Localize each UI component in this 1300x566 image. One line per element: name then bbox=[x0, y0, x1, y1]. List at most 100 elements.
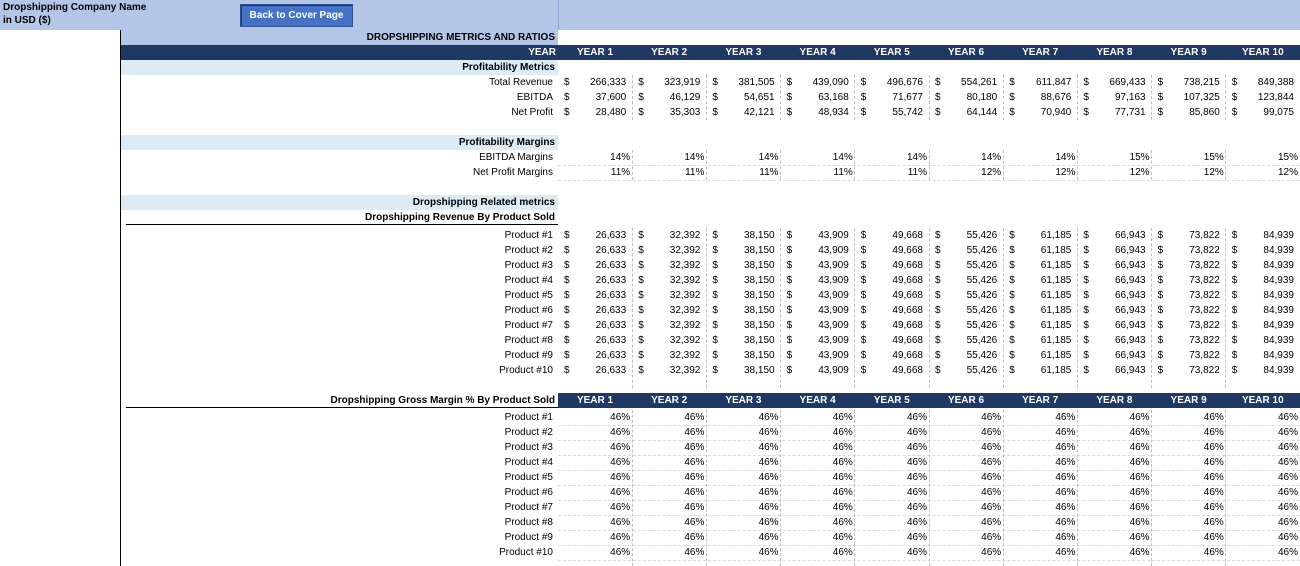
cell-value: 12% bbox=[981, 167, 1002, 178]
cell-value: 32,392 bbox=[669, 365, 701, 376]
year-column-header: YEAR 6 bbox=[947, 47, 985, 58]
cell-value: 46% bbox=[1055, 547, 1076, 558]
cell-value: 14% bbox=[981, 152, 1002, 163]
profitability-margins-title: Profitability Margins bbox=[121, 135, 558, 150]
column-divider bbox=[1002, 150, 1004, 180]
currency-symbol: $ bbox=[1231, 350, 1238, 361]
cell-value: 66,943 bbox=[1114, 335, 1146, 346]
currency-symbol: $ bbox=[712, 365, 718, 376]
year-column-header: YEAR 10 bbox=[1241, 47, 1284, 58]
cell-value: 439,090 bbox=[812, 77, 849, 88]
currency-symbol: $ bbox=[712, 305, 718, 316]
currency-symbol: $ bbox=[935, 320, 941, 331]
cell-value: 46% bbox=[906, 547, 927, 558]
year-column-header: YEAR 7 bbox=[1022, 47, 1059, 58]
cell-value: 46% bbox=[1129, 442, 1150, 453]
cell-value: 84,939 bbox=[1263, 275, 1294, 286]
currency-symbol: $ bbox=[638, 77, 644, 88]
cell-value: 71,677 bbox=[892, 92, 923, 103]
cell-value: 46% bbox=[610, 547, 631, 558]
cell-value: 611,847 bbox=[1035, 77, 1072, 88]
currency-symbol: $ bbox=[1231, 230, 1238, 241]
row-label: Product #5 bbox=[504, 290, 553, 301]
cell-value: 46% bbox=[758, 442, 779, 453]
cell-value: 46% bbox=[610, 412, 631, 423]
row-label: Product #4 bbox=[504, 275, 553, 286]
currency-symbol: $ bbox=[712, 245, 718, 256]
column-divider bbox=[780, 228, 782, 388]
currency-symbol: $ bbox=[935, 305, 941, 316]
currency-symbol: $ bbox=[564, 275, 570, 286]
column-divider bbox=[1002, 410, 1004, 566]
cell-value: 46% bbox=[906, 457, 927, 468]
cell-value: 46% bbox=[832, 412, 853, 423]
cell-value: 46% bbox=[1055, 457, 1076, 468]
column-divider bbox=[854, 228, 856, 388]
column-divider bbox=[631, 410, 633, 566]
currency-symbol: $ bbox=[712, 335, 718, 346]
cell-value: 32,392 bbox=[669, 290, 701, 301]
profitability-metrics-title: Profitability Metrics bbox=[121, 60, 558, 75]
cell-value: 43,909 bbox=[818, 320, 849, 331]
cell-value: 61,185 bbox=[1040, 260, 1072, 271]
cell-value: 11% bbox=[907, 167, 927, 178]
cell-value: 46% bbox=[981, 502, 1002, 513]
cell-value: 49,668 bbox=[892, 335, 923, 346]
cell-value: 46% bbox=[610, 472, 631, 483]
currency-symbol: $ bbox=[1231, 305, 1238, 316]
cell-value: 46% bbox=[1129, 472, 1150, 483]
currency-symbol: $ bbox=[935, 245, 941, 256]
cell-value: 46% bbox=[1203, 487, 1224, 498]
back-to-cover-button[interactable]: Back to Cover Page bbox=[240, 4, 353, 27]
cell-value: 43,909 bbox=[818, 350, 849, 361]
cell-value: 46% bbox=[1277, 502, 1298, 513]
cell-value: 55,426 bbox=[966, 275, 998, 286]
year-column-header: YEAR 7 bbox=[1022, 395, 1059, 406]
cell-value: 49,668 bbox=[892, 320, 923, 331]
column-divider bbox=[705, 150, 707, 180]
currency-symbol: $ bbox=[564, 305, 570, 316]
currency-symbol: $ bbox=[712, 350, 718, 361]
cell-value: 26,633 bbox=[595, 320, 627, 331]
currency-symbol: $ bbox=[1083, 107, 1089, 118]
column-divider bbox=[854, 150, 856, 180]
cell-value: 66,943 bbox=[1114, 245, 1146, 256]
cell-value: 63,168 bbox=[818, 92, 849, 103]
cell-value: 46% bbox=[684, 547, 705, 558]
revenue-by-product-title: Dropshipping Revenue By Product Sold bbox=[126, 210, 558, 225]
cell-value: 84,939 bbox=[1263, 245, 1294, 256]
cell-value: 38,150 bbox=[743, 335, 775, 346]
cell-value: 46% bbox=[758, 472, 779, 483]
cell-value: 46% bbox=[1055, 412, 1076, 423]
cell-value: 46% bbox=[1203, 532, 1224, 543]
cell-value: 61,185 bbox=[1040, 290, 1072, 301]
cell-value: 14% bbox=[684, 152, 705, 163]
currency-symbol: $ bbox=[1157, 350, 1164, 361]
cell-value: 66,943 bbox=[1114, 365, 1146, 376]
cell-value: 46% bbox=[1129, 412, 1150, 423]
cell-value: 61,185 bbox=[1040, 365, 1072, 376]
cell-value: 46% bbox=[1129, 502, 1150, 513]
cell-value: 46% bbox=[684, 457, 705, 468]
cell-value: 46% bbox=[981, 412, 1002, 423]
currency-symbol: $ bbox=[786, 107, 793, 118]
cell-value: 46% bbox=[1129, 532, 1150, 543]
cell-value: 26,633 bbox=[595, 230, 627, 241]
cell-value: 61,185 bbox=[1040, 230, 1072, 241]
currency-symbol: $ bbox=[786, 350, 793, 361]
cell-value: 46% bbox=[1129, 547, 1150, 558]
cell-value: 381,505 bbox=[738, 77, 775, 88]
column-divider bbox=[705, 75, 707, 120]
cell-value: 43,909 bbox=[818, 290, 849, 301]
row-label: Product #6 bbox=[504, 487, 553, 498]
currency-symbol: $ bbox=[935, 335, 941, 346]
cell-value: 84,939 bbox=[1263, 260, 1294, 271]
cell-value: 15% bbox=[1203, 152, 1224, 163]
year-column-header: YEAR 9 bbox=[1170, 395, 1207, 406]
column-divider bbox=[780, 75, 782, 120]
currency-symbol: $ bbox=[1009, 107, 1015, 118]
currency-symbol: $ bbox=[935, 350, 941, 361]
cell-value: 84,939 bbox=[1263, 320, 1294, 331]
cell-value: 55,742 bbox=[892, 107, 923, 118]
cell-value: 49,668 bbox=[892, 245, 923, 256]
